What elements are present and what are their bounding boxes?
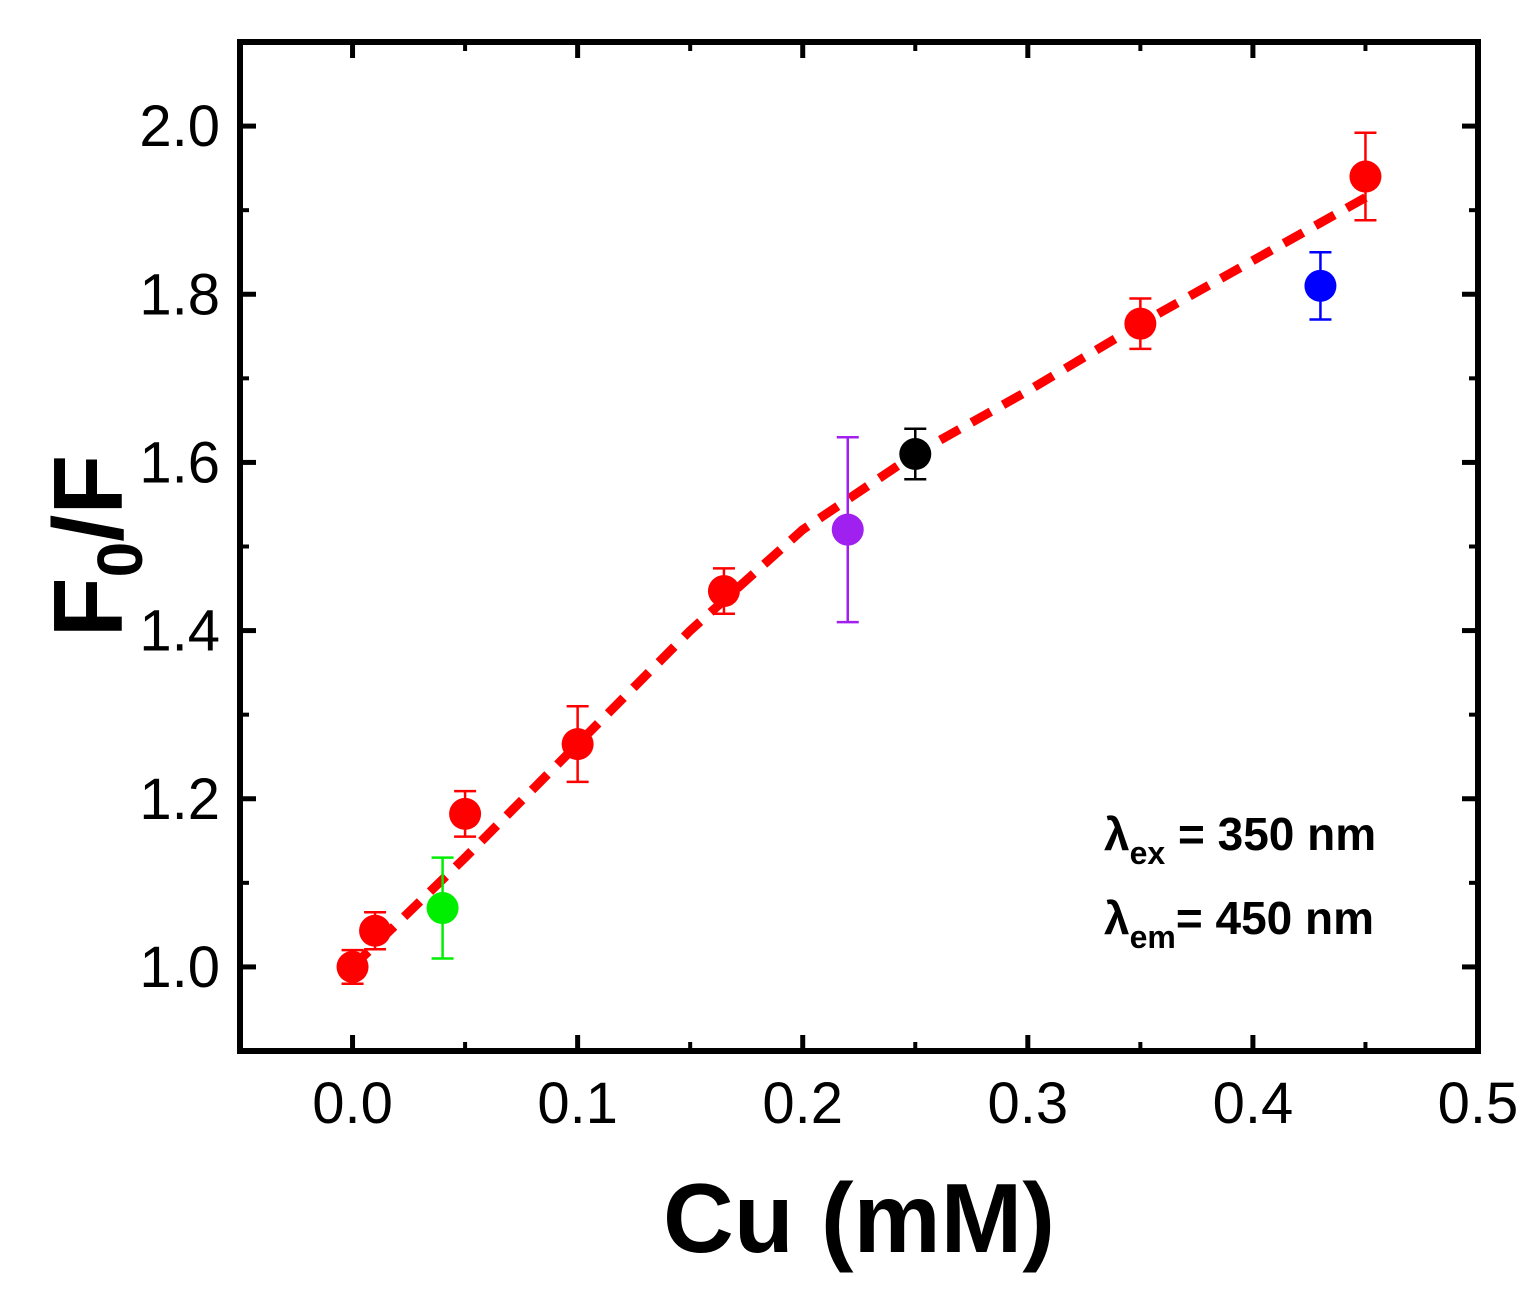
y-tick-label: 2.0 bbox=[139, 94, 220, 159]
data-point-black bbox=[899, 438, 932, 471]
x-tick-label: 0.0 bbox=[312, 1071, 393, 1136]
x-tick-label: 0.1 bbox=[537, 1071, 618, 1136]
data-point-main bbox=[561, 728, 594, 761]
data-point-blue bbox=[1304, 269, 1337, 302]
y-tick-label: 1.8 bbox=[139, 262, 220, 327]
annotation-emission-text: = 450 nm bbox=[1176, 892, 1374, 944]
y-tick-label: 1.4 bbox=[139, 599, 220, 664]
annotation-excitation-symbol: λ bbox=[1104, 808, 1130, 860]
annotation-excitation: λex = 350 nm bbox=[1104, 808, 1376, 871]
data-point-main bbox=[707, 575, 740, 608]
x-tick-label: 0.2 bbox=[762, 1071, 843, 1136]
data-points-layer bbox=[336, 131, 1382, 985]
data-point-green bbox=[426, 892, 459, 925]
annotation-emission-symbol: λ bbox=[1104, 892, 1130, 944]
fit-line bbox=[349, 193, 1368, 971]
data-point-main bbox=[1124, 307, 1157, 340]
y-axis-title-sub: 0 bbox=[84, 542, 156, 578]
x-tick-label: 0.4 bbox=[1213, 1071, 1294, 1136]
x-axis-title: Cu (mM) bbox=[663, 1163, 1055, 1273]
data-point-main bbox=[449, 797, 482, 830]
data-point-main bbox=[336, 950, 369, 983]
y-axis-title-rest: /F bbox=[33, 455, 143, 542]
y-axis-title-main: F bbox=[33, 577, 143, 637]
data-point-main bbox=[359, 914, 392, 947]
annotation-emission: λem= 450 nm bbox=[1104, 892, 1374, 955]
data-point-main bbox=[1349, 160, 1382, 193]
x-tick-label: 0.3 bbox=[987, 1071, 1068, 1136]
y-axis-title: F0/F bbox=[33, 455, 156, 638]
data-point-purple bbox=[831, 513, 864, 546]
annotation-excitation-text: = 350 nm bbox=[1165, 808, 1376, 860]
ticks-layer: 0.0 0.1 0.2 0.3 0.4 0.5 1.0 1.2 1.4 1.6 1.8 2.0 bbox=[139, 42, 1518, 1136]
y-tick-label: 1.0 bbox=[139, 935, 220, 1000]
annotation-excitation-sub: ex bbox=[1130, 835, 1166, 871]
y-tick-label: 1.6 bbox=[139, 430, 220, 495]
annotation-emission-sub: em bbox=[1130, 919, 1176, 955]
fit-line-layer bbox=[349, 193, 1368, 971]
y-tick-label: 1.2 bbox=[139, 767, 220, 832]
x-tick-label: 0.5 bbox=[1438, 1071, 1519, 1136]
